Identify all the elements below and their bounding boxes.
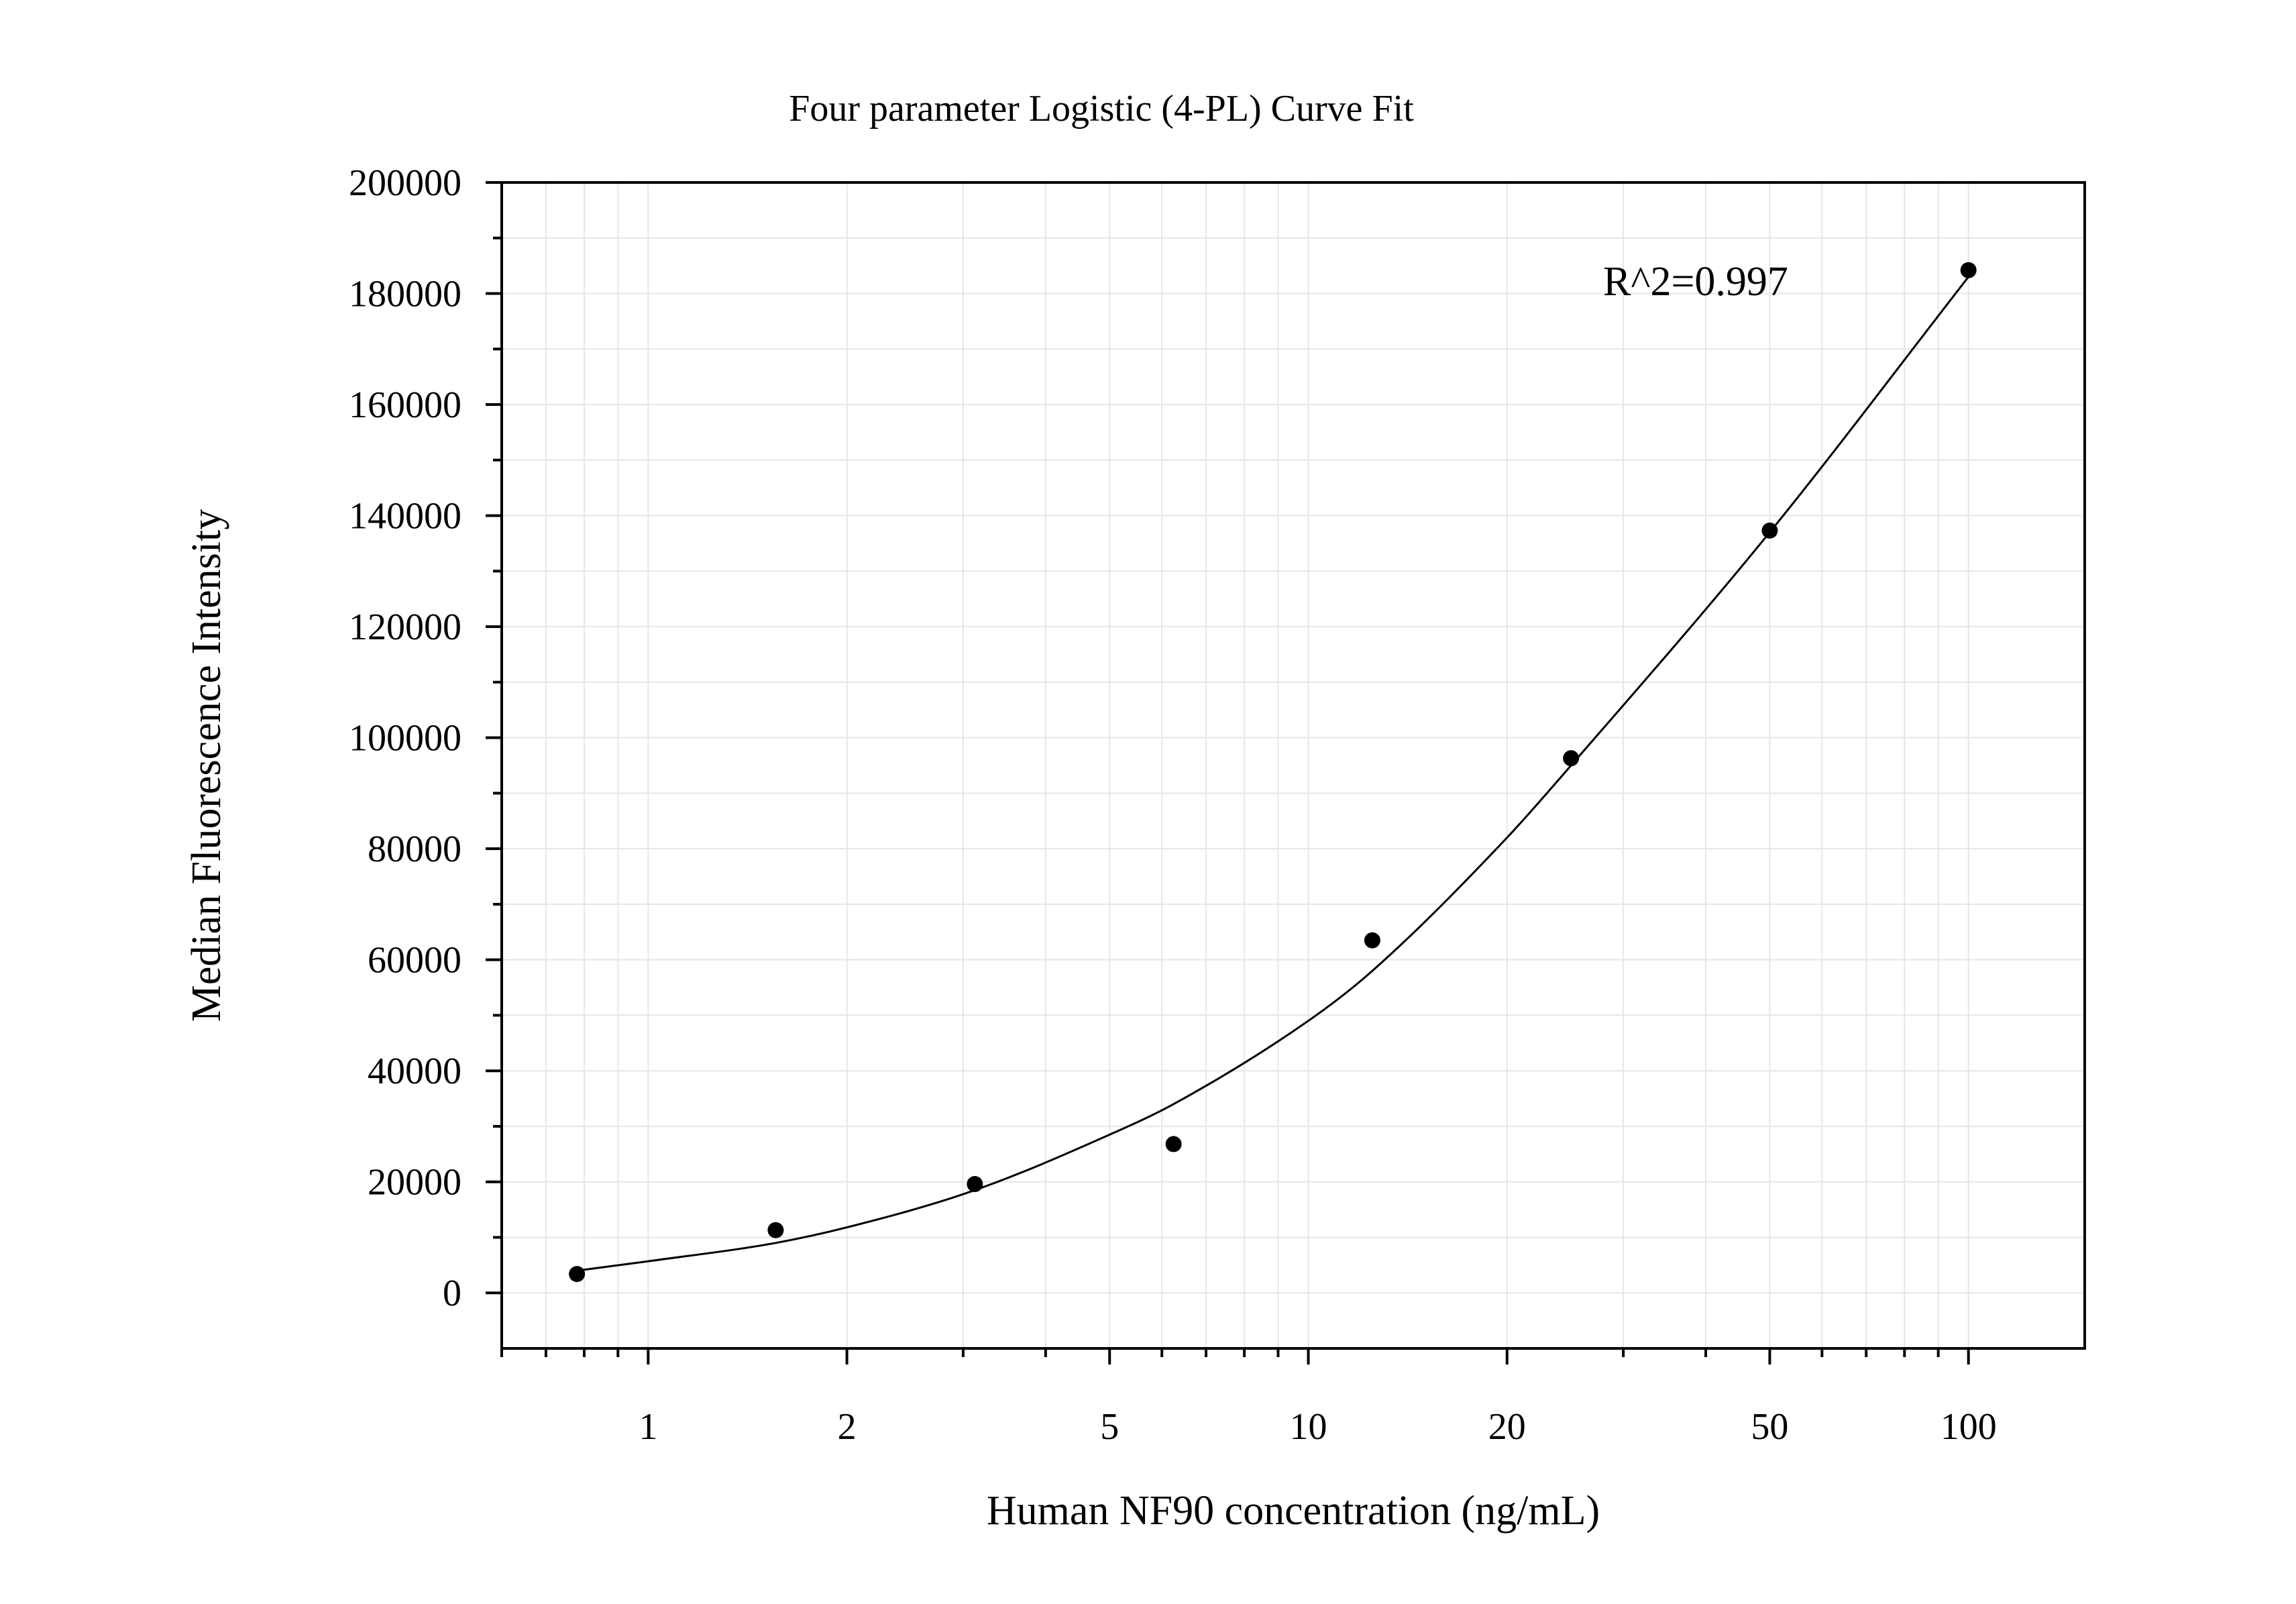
data-point [569,1266,586,1283]
y-tick-label: 160000 [349,384,461,426]
y-tick-label: 120000 [349,606,461,648]
y-tick-label: 20000 [368,1162,461,1204]
x-tick-label: 100 [1940,1406,1997,1448]
y-axis-label: Median Fluorescence Intensity [184,509,229,1022]
x-tick-label: 10 [1290,1406,1327,1448]
y-tick-label: 180000 [349,274,461,315]
y-tick-label: 140000 [349,496,461,537]
y-tick-label: 60000 [368,940,461,981]
data-points [569,262,1977,1283]
x-tick-label: 2 [838,1406,857,1448]
x-tick-label: 1 [639,1406,657,1448]
data-point [767,1222,784,1238]
data-point [967,1176,983,1193]
axis-ticks [486,181,1970,1365]
grid [501,182,2085,1348]
data-point [1165,1136,1182,1153]
chart-title: Four parameter Logistic (4-PL) Curve Fit [789,88,1414,129]
y-tick-label: 200000 [349,162,461,204]
x-tick-label: 20 [1488,1406,1526,1448]
y-tick-label: 80000 [368,828,461,870]
plot-frame [500,181,2086,1350]
x-tick-labels: 1 2 5 10 20 50 100 [639,1406,1996,1448]
data-point [1761,522,1778,539]
y-tick-label: 40000 [368,1051,461,1092]
y-tick-labels: 0 20000 40000 60000 80000 100000 120000 140000 1… [349,162,461,1314]
x-tick-label: 5 [1100,1406,1119,1448]
y-tick-label: 0 [443,1273,461,1314]
y-tick-label: 100000 [349,718,461,759]
data-point [1960,262,1977,278]
data-point [1364,932,1380,949]
r-squared-annotation: R^2=0.997 [1603,259,1788,305]
data-point [1563,750,1580,767]
x-axis-label: Human NF90 concentration (ng/mL) [987,1488,1600,1534]
fit-curve [576,276,1969,1272]
fit-curve-layer [576,276,1969,1272]
x-tick-label: 50 [1751,1406,1788,1448]
